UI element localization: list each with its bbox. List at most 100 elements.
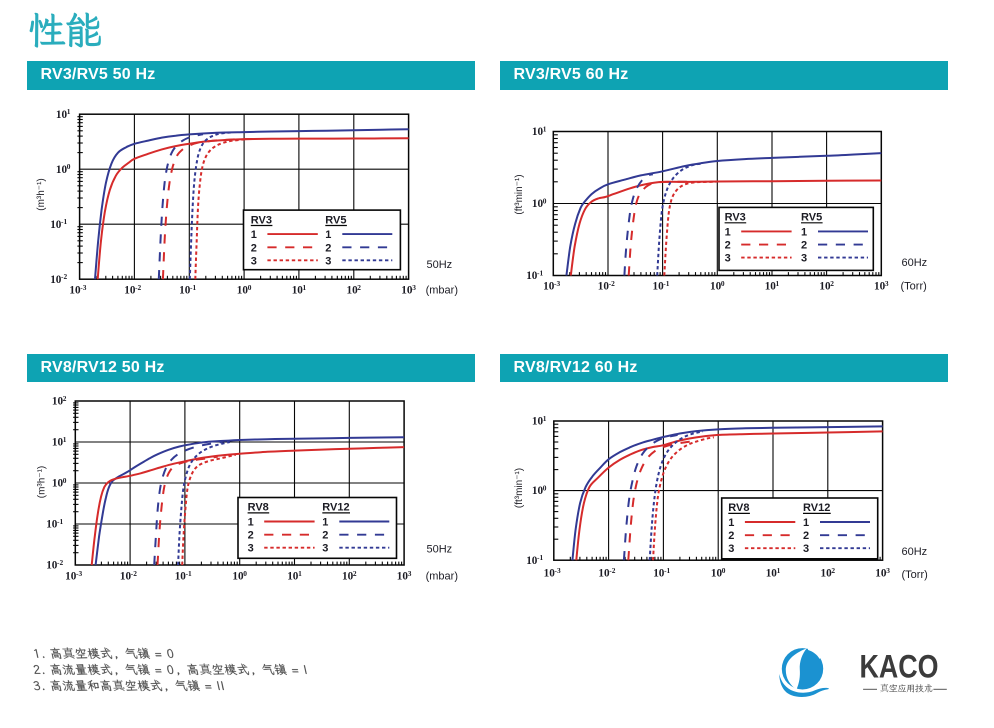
svg-text:60Hz: 60Hz <box>902 546 928 558</box>
svg-text:-3: -3 <box>554 279 560 288</box>
svg-text:(mbar): (mbar) <box>426 571 458 583</box>
svg-text:RV8/RV12 50 Hz: RV8/RV12 50 Hz <box>41 359 165 376</box>
svg-text:10: 10 <box>287 571 299 583</box>
svg-text:2: 2 <box>801 240 807 252</box>
svg-text:-2: -2 <box>609 566 615 575</box>
svg-text:10: 10 <box>52 478 64 490</box>
svg-text:10: 10 <box>56 109 68 121</box>
svg-text:-1: -1 <box>190 283 196 292</box>
svg-text:3: 3 <box>412 283 416 292</box>
svg-text:(mbar): (mbar) <box>426 285 458 297</box>
svg-text:1: 1 <box>325 229 331 241</box>
svg-text:-2: -2 <box>131 569 137 578</box>
svg-text:3: 3 <box>885 279 889 288</box>
svg-text:-1: -1 <box>537 553 543 562</box>
svg-text:3: 3 <box>248 543 254 555</box>
svg-text:2: 2 <box>325 242 331 254</box>
svg-text:3: 3 <box>728 543 734 555</box>
svg-text:2: 2 <box>248 530 254 542</box>
svg-text:1: 1 <box>251 229 257 241</box>
svg-text:-1: -1 <box>537 269 543 278</box>
svg-text:10: 10 <box>56 164 68 176</box>
svg-text:3: 3 <box>725 253 731 265</box>
svg-text:10: 10 <box>821 568 833 580</box>
svg-text:-1: -1 <box>664 566 670 575</box>
svg-text:0: 0 <box>243 569 247 578</box>
svg-text:10: 10 <box>401 285 413 297</box>
svg-text:KACO: KACO <box>860 648 939 684</box>
svg-text:(ft³min⁻¹): (ft³min⁻¹) <box>514 174 525 214</box>
svg-text:10: 10 <box>347 285 359 297</box>
svg-text:10: 10 <box>544 568 556 580</box>
svg-text:(Torr): (Torr) <box>902 569 928 581</box>
svg-text:10: 10 <box>292 285 304 297</box>
svg-text:(Torr): (Torr) <box>901 281 927 293</box>
svg-text:10: 10 <box>50 274 62 286</box>
svg-text:10: 10 <box>598 281 610 293</box>
svg-text:10: 10 <box>69 285 81 297</box>
svg-text:10: 10 <box>532 198 544 210</box>
svg-text:-1: -1 <box>61 217 67 226</box>
svg-text:10: 10 <box>50 219 62 231</box>
svg-text:10: 10 <box>46 519 58 531</box>
svg-text:10: 10 <box>232 571 244 583</box>
svg-text:10: 10 <box>342 571 354 583</box>
svg-text:10: 10 <box>543 281 555 293</box>
svg-text:50Hz: 50Hz <box>427 544 453 556</box>
svg-text:RV12: RV12 <box>322 502 349 514</box>
svg-text:10: 10 <box>653 281 665 293</box>
svg-text:RV5: RV5 <box>325 214 346 226</box>
svg-text:1: 1 <box>63 435 67 444</box>
svg-text:1: 1 <box>298 569 302 578</box>
svg-text:-2: -2 <box>57 558 63 567</box>
svg-text:0: 0 <box>63 476 67 485</box>
svg-text:0: 0 <box>248 283 252 292</box>
svg-text:RV8: RV8 <box>248 502 269 514</box>
svg-text:2: 2 <box>63 394 67 403</box>
svg-text:RV12: RV12 <box>803 502 830 514</box>
svg-text:3: 3 <box>322 543 328 555</box>
svg-text:10: 10 <box>532 126 544 138</box>
svg-text:-1: -1 <box>186 569 192 578</box>
svg-text:1: 1 <box>728 517 734 529</box>
svg-text:10: 10 <box>52 437 64 449</box>
svg-text:2: 2 <box>251 242 257 254</box>
svg-text:10: 10 <box>874 281 886 293</box>
svg-text:(m³h⁻¹): (m³h⁻¹) <box>37 466 48 499</box>
svg-text:10: 10 <box>532 485 544 497</box>
svg-text:10: 10 <box>765 281 777 293</box>
svg-text:RV3: RV3 <box>725 212 746 224</box>
svg-text:10: 10 <box>653 568 665 580</box>
svg-text:0: 0 <box>67 162 71 171</box>
svg-text:-2: -2 <box>61 272 67 281</box>
svg-text:10: 10 <box>526 555 538 567</box>
svg-text:-1: -1 <box>57 517 63 526</box>
svg-text:1: 1 <box>303 283 307 292</box>
svg-text:10: 10 <box>397 571 409 583</box>
svg-text:50Hz: 50Hz <box>427 259 453 271</box>
svg-text:1: 1 <box>776 279 780 288</box>
svg-text:10: 10 <box>819 281 831 293</box>
svg-text:-3: -3 <box>80 283 86 292</box>
svg-text:10: 10 <box>875 568 887 580</box>
svg-text:RV8: RV8 <box>728 502 749 514</box>
svg-text:10: 10 <box>52 396 64 408</box>
svg-text:3: 3 <box>325 255 331 267</box>
svg-text:RV3/RV5 50 Hz: RV3/RV5 50 Hz <box>41 66 156 83</box>
svg-text:-1: -1 <box>663 279 669 288</box>
svg-text:0: 0 <box>722 566 726 575</box>
svg-text:2: 2 <box>728 530 734 542</box>
svg-text:10: 10 <box>532 416 544 428</box>
svg-text:10: 10 <box>526 270 538 282</box>
svg-text:-2: -2 <box>135 283 141 292</box>
svg-text:1: 1 <box>801 226 807 238</box>
svg-text:10: 10 <box>710 281 722 293</box>
svg-text:10: 10 <box>598 568 610 580</box>
svg-text:-3: -3 <box>555 566 561 575</box>
svg-text:10: 10 <box>65 571 77 583</box>
svg-text:0: 0 <box>543 484 547 493</box>
svg-text:10: 10 <box>124 285 136 297</box>
svg-text:RV5: RV5 <box>801 212 822 224</box>
svg-text:1: 1 <box>725 226 731 238</box>
svg-text:-2: -2 <box>609 279 615 288</box>
